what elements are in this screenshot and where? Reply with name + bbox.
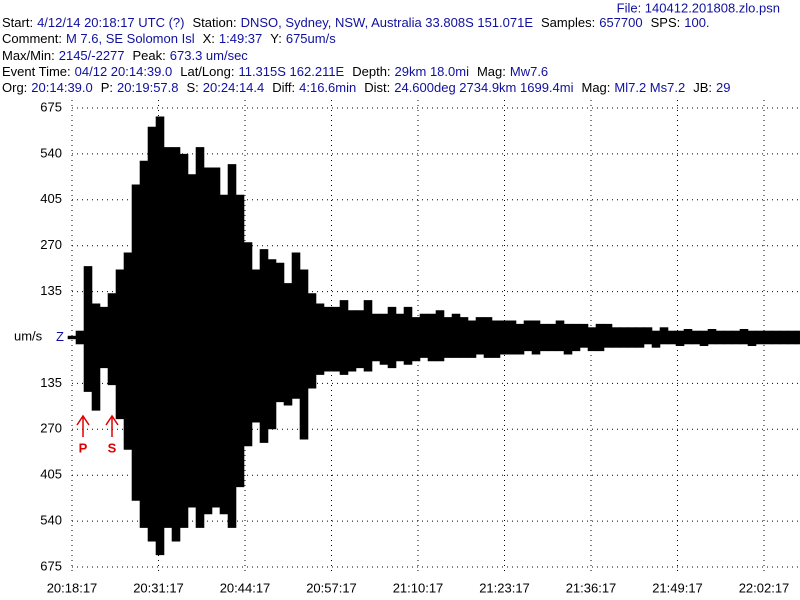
header-value: 04/12 20:14:39.0 xyxy=(75,64,173,79)
y-tick-label: 540 xyxy=(40,145,62,160)
y-tick-label: Z xyxy=(56,329,64,344)
header-label: Comment: xyxy=(2,31,62,46)
header-value: Ml7.2 Ms7.2 xyxy=(614,80,685,95)
header-label: Samples: xyxy=(541,15,595,30)
y-tick-label: 405 xyxy=(40,467,62,482)
header-value: 100. xyxy=(684,15,709,30)
y-tick-label: 135 xyxy=(40,283,62,298)
header-label: X: xyxy=(203,31,215,46)
header-label: S: xyxy=(187,80,199,95)
x-tick-label: 20:57:17 xyxy=(306,580,357,595)
x-tick-label: 20:18:17 xyxy=(47,580,98,595)
header-label: Event Time: xyxy=(2,64,71,79)
header-value: DNSO, Sydney, NSW, Australia 33.808S 151… xyxy=(241,15,534,30)
header-label: Dist: xyxy=(364,80,390,95)
header-value: 24.600deg 2734.9km 1699.4mi xyxy=(394,80,573,95)
header-line: Event Time: 04/12 20:14:39.0 Lat/Long: 11.3… xyxy=(2,64,548,79)
header-label: SPS: xyxy=(651,15,681,30)
y-tick-label: 270 xyxy=(40,421,62,436)
header-value: 673.3 um/sec xyxy=(170,48,249,63)
header-label: Lat/Long: xyxy=(180,64,234,79)
x-tick-label: 22:02:17 xyxy=(739,580,790,595)
x-tick-label: 21:23:17 xyxy=(479,580,530,595)
y-tick-label: 135 xyxy=(40,375,62,390)
file-name: File: 140412.201808.zlo.psn xyxy=(617,0,780,15)
y-tick-label: 405 xyxy=(40,191,62,206)
header-value: 20:19:57.8 xyxy=(117,80,178,95)
header-label: JB: xyxy=(693,80,712,95)
header-label: Mag: xyxy=(581,80,610,95)
header-value: 29 xyxy=(716,80,730,95)
header-label: Org: xyxy=(2,80,27,95)
arrival-label: S xyxy=(108,440,117,455)
header-line: Org: 20:14:39.0 P: 20:19:57.8 S: 20:24:14.4 Di… xyxy=(2,80,730,95)
header-value: 20:24:14.4 xyxy=(203,80,264,95)
y-axis-label: um/s xyxy=(14,328,43,343)
header-value: 675um/s xyxy=(286,31,336,46)
header-value: 20:14:39.0 xyxy=(31,80,92,95)
y-tick-label: 540 xyxy=(40,513,62,528)
header-line: Comment: M 7.6, SE Solomon Isl X: 1:49:37 Y:… xyxy=(2,31,336,46)
header-label: P: xyxy=(101,80,113,95)
x-tick-label: 20:31:17 xyxy=(133,580,184,595)
arrival-arrow xyxy=(105,414,119,437)
header-label: Max/Min: xyxy=(2,48,55,63)
x-tick-label: 21:49:17 xyxy=(652,580,703,595)
header-value: 657700 xyxy=(599,15,642,30)
header-label: Mag: xyxy=(477,64,506,79)
header-line: Start: 4/12/14 20:18:17 UTC (?) Station: DN… xyxy=(2,15,710,30)
header-value: 4:16.6min xyxy=(299,80,356,95)
header-value: 2145/-2277 xyxy=(59,48,125,63)
y-tick-label: 675 xyxy=(40,558,62,573)
header-value: 4/12/14 20:18:17 UTC (?) xyxy=(37,15,184,30)
header-label: Start: xyxy=(2,15,33,30)
header-label: Peak: xyxy=(133,48,166,63)
header-label: Diff: xyxy=(272,80,295,95)
y-tick-label: 270 xyxy=(40,237,62,252)
header-value: 1:49:37 xyxy=(219,31,262,46)
header-value: Mw7.6 xyxy=(510,64,548,79)
x-tick-label: 21:10:17 xyxy=(393,580,444,595)
header-label: Depth: xyxy=(352,64,390,79)
arrival-label: P xyxy=(79,440,88,455)
header-label: Station: xyxy=(193,15,237,30)
header-value: 11.315S 162.211E xyxy=(238,64,344,79)
header-value: 29km 18.0mi xyxy=(395,64,470,79)
arrival-arrow xyxy=(76,414,90,437)
header-line: Max/Min: 2145/-2277 Peak: 673.3 um/sec xyxy=(2,48,248,63)
x-tick-label: 21:36:17 xyxy=(566,580,617,595)
header-label: Y: xyxy=(270,31,282,46)
header-value: M 7.6, SE Solomon Isl xyxy=(66,31,195,46)
x-tick-label: 20:44:17 xyxy=(220,580,271,595)
y-tick-label: 675 xyxy=(40,99,62,114)
